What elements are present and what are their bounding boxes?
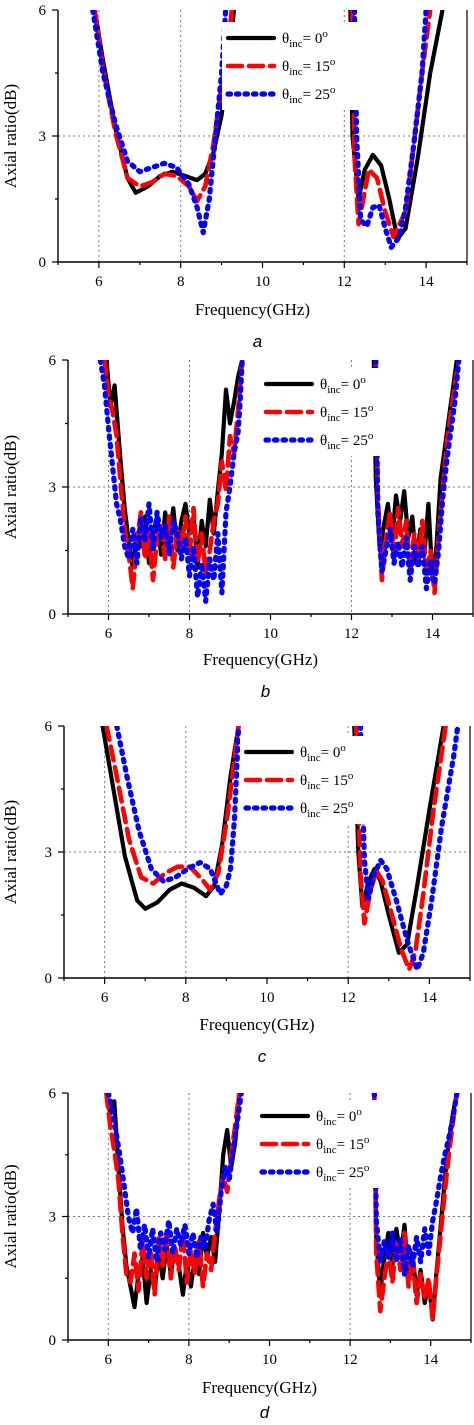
series-line <box>105 1093 244 1265</box>
y-axis-title: Axial ratio(dB) <box>1 435 20 539</box>
y-axis-title: Axial ratio(dB) <box>1 1164 20 1268</box>
legend-label: θinc= 15o <box>320 402 374 424</box>
series-2 <box>114 726 461 973</box>
series-line <box>114 726 242 897</box>
legend-label: θinc= 0o <box>300 742 346 764</box>
legend-label: θinc= 15o <box>300 770 354 792</box>
y-tick-label: 6 <box>39 3 47 19</box>
x-tick-label: 8 <box>186 626 194 642</box>
x-tick-label: 14 <box>425 626 441 642</box>
series-1 <box>104 726 448 972</box>
x-tick-label: 10 <box>260 990 275 1006</box>
series-line <box>354 726 448 972</box>
x-tick-label: 6 <box>101 990 109 1006</box>
legend-label: θinc= 25o <box>320 430 374 452</box>
legend-label: θinc= 25o <box>300 798 354 820</box>
panel-label: a <box>253 332 262 351</box>
y-axis-title: Axial ratio(dB) <box>1 84 20 188</box>
legend-label: θinc= 0o <box>320 374 366 396</box>
panel-label: d <box>260 1403 270 1422</box>
panel-b: 6 8 10 12 14 0 3 6 Frequency(GHz) Axial ratio(dB)… <box>1 353 474 701</box>
legend-label: θinc= 15o <box>316 1134 370 1156</box>
y-tick-label: 0 <box>49 607 57 623</box>
panel-label: b <box>261 682 270 701</box>
series-line <box>351 10 429 250</box>
panel-a: 6 8 10 12 14 0 3 6 Frequency(GHz) Axial ratio(dB)… <box>1 3 468 351</box>
x-tick-label: 6 <box>105 626 113 642</box>
legend: θinc= 0o θinc= 15o θinc= 25o <box>256 1100 428 1188</box>
x-tick-label: 8 <box>177 274 185 290</box>
series-line <box>102 360 245 591</box>
series-2 <box>97 360 462 604</box>
legend-label: θinc= 15o <box>282 56 336 78</box>
y-tick-label: 6 <box>49 353 57 369</box>
x-tick-label: 8 <box>185 1352 193 1368</box>
y-tick-label: 6 <box>45 719 53 735</box>
x-tick-label: 8 <box>182 990 190 1006</box>
panel-label: c <box>258 1047 267 1066</box>
x-tick-label: 14 <box>419 274 435 290</box>
legend-label: θinc= 25o <box>282 84 336 106</box>
series-line <box>357 726 461 973</box>
y-tick-label: 0 <box>39 255 47 271</box>
legend: θinc= 0o θinc= 15o θinc= 25o <box>240 736 412 824</box>
x-tick-label: 6 <box>95 274 103 290</box>
x-tick-label: 12 <box>343 1352 358 1368</box>
series-2 <box>105 1093 460 1277</box>
y-tick-label: 3 <box>49 1210 57 1226</box>
x-axis-title: Frequency(GHz) <box>202 1378 317 1397</box>
legend-label: θinc= 0o <box>282 28 328 50</box>
x-axis-title: Frequency(GHz) <box>195 300 310 319</box>
series-line <box>372 1093 460 1322</box>
y-tick-label: 3 <box>49 480 57 496</box>
legend: θinc= 0o θinc= 15o θinc= 25o <box>222 22 394 110</box>
x-tick-label: 10 <box>262 1352 277 1368</box>
x-tick-label: 12 <box>341 990 356 1006</box>
x-axis-title: Frequency(GHz) <box>199 1015 314 1034</box>
x-tick-label: 12 <box>337 274 352 290</box>
series-line <box>90 10 229 236</box>
y-tick-label: 3 <box>45 845 53 861</box>
x-tick-label: 14 <box>423 1352 439 1368</box>
panel-c: 6 8 10 12 14 0 3 6 Frequency(GHz) Axial ratio(dB)… <box>1 719 471 1066</box>
x-tick-label: 10 <box>263 626 278 642</box>
series-line <box>97 360 245 604</box>
panel-d: 6 8 10 12 14 0 3 6 Frequency(GHz) Axial ratio(dB)… <box>1 1086 472 1422</box>
legend-label: θinc= 25o <box>316 1162 370 1184</box>
y-tick-label: 0 <box>49 1333 57 1349</box>
series-2 <box>90 10 429 250</box>
y-axis-title: Axial ratio(dB) <box>1 800 20 904</box>
y-tick-label: 6 <box>49 1086 57 1102</box>
series-line <box>104 726 241 893</box>
series-line <box>373 360 462 592</box>
legend-label: θinc= 0o <box>316 1106 362 1128</box>
series-line <box>371 1093 460 1277</box>
x-tick-label: 10 <box>255 274 270 290</box>
y-tick-label: 0 <box>45 971 53 987</box>
y-tick-label: 3 <box>39 129 47 145</box>
legend: θinc= 0o θinc= 15o θinc= 25o <box>260 368 432 456</box>
x-tick-label: 14 <box>422 990 438 1006</box>
x-tick-label: 12 <box>344 626 359 642</box>
x-axis-title: Frequency(GHz) <box>203 650 318 669</box>
x-tick-label: 6 <box>105 1352 113 1368</box>
